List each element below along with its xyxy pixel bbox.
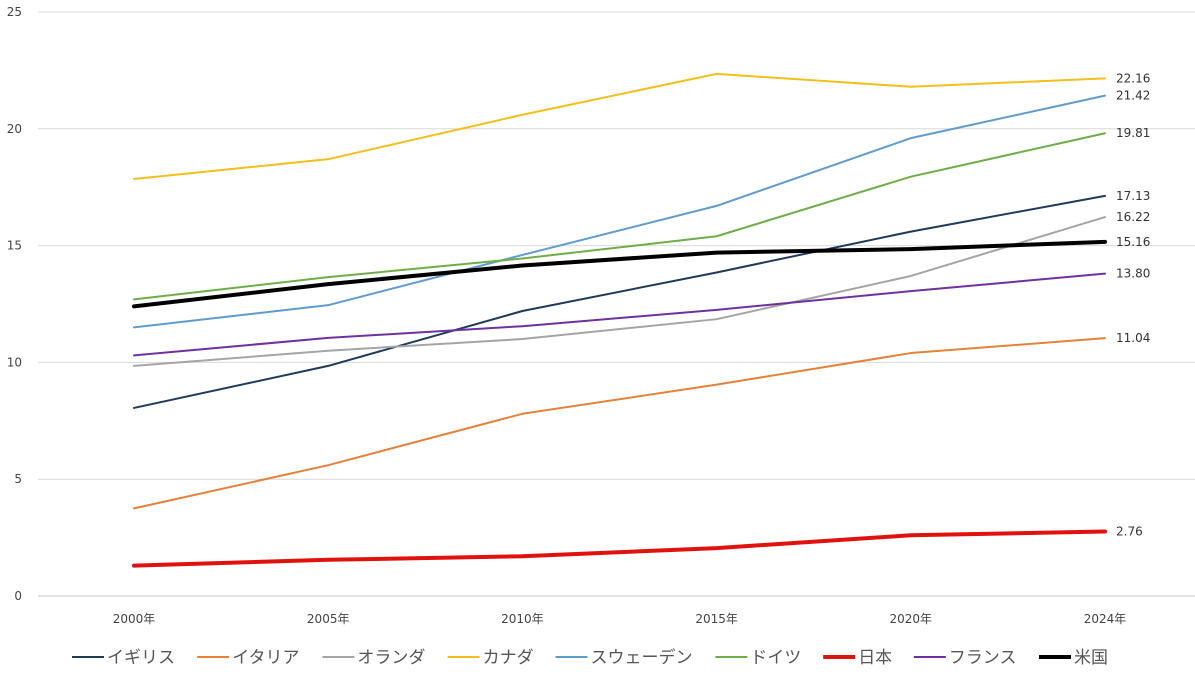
end-value-label: 17.13 — [1116, 189, 1150, 203]
legend: イギリス イタリア オランダ カナダ スウェーデン ドイツ 日本 フランス 米国 — [72, 647, 1108, 668]
end-value-label: 2.76 — [1116, 525, 1143, 539]
series-line-日本 — [132, 529, 1107, 568]
series-line-ドイツ — [133, 132, 1106, 301]
series-lines — [132, 72, 1107, 568]
series-line-スウェーデン — [133, 94, 1106, 329]
x-tick-label: 2010年 — [501, 612, 544, 626]
y-tick-label: 0 — [14, 589, 22, 603]
series-line-イギリス — [133, 194, 1106, 409]
legend-item[interactable]: ドイツ — [715, 648, 801, 668]
legend-label: イタリア — [232, 648, 299, 668]
legend-item[interactable]: 日本 — [823, 648, 892, 668]
end-value-label: 22.16 — [1116, 71, 1150, 85]
legend-item[interactable]: スウェーデン — [555, 647, 693, 668]
x-tick-label: 2005年 — [307, 612, 350, 626]
legend-label: 米国 — [1074, 648, 1108, 668]
end-value-label: 15.16 — [1116, 235, 1150, 249]
legend-label: スウェーデン — [591, 647, 693, 668]
x-tick-label: 2000年 — [113, 612, 156, 626]
series-line-カナダ — [133, 72, 1106, 181]
y-tick-label: 20 — [7, 122, 22, 136]
grid — [38, 11, 1195, 597]
end-value-label: 13.80 — [1116, 267, 1150, 281]
end-value-label: 19.81 — [1116, 126, 1150, 140]
legend-label: フランス — [949, 648, 1017, 668]
legend-item[interactable]: 米国 — [1039, 648, 1108, 668]
x-tick-label: 2020年 — [890, 612, 933, 626]
y-tick-label: 10 — [7, 355, 22, 369]
y-axis-ticks: 0 5 10 15 20 25 — [7, 5, 22, 603]
x-axis-ticks: 2000年 2005年 2010年 2015年 2020年 2024年 — [113, 612, 1127, 626]
series-line-オランダ — [133, 216, 1106, 367]
legend-item[interactable]: イギリス — [72, 648, 175, 668]
legend-item[interactable]: カナダ — [447, 648, 534, 668]
end-value-label: 21.42 — [1116, 89, 1150, 103]
y-tick-label: 5 — [14, 472, 22, 486]
legend-label: オランダ — [357, 648, 425, 668]
x-tick-label: 2015年 — [695, 612, 738, 626]
x-tick-label: 2024年 — [1084, 612, 1127, 626]
legend-item[interactable]: オランダ — [322, 648, 425, 668]
legend-label: ドイツ — [750, 648, 801, 668]
legend-item[interactable]: フランス — [913, 648, 1017, 668]
end-labels: 17.13 11.04 16.22 22.16 21.42 19.81 2.76 13.80 1… — [1116, 71, 1150, 538]
legend-label: イギリス — [107, 648, 175, 668]
series-line-米国 — [132, 239, 1107, 309]
legend-label: カナダ — [483, 648, 534, 668]
y-tick-label: 15 — [7, 239, 22, 253]
end-value-label: 16.22 — [1116, 210, 1150, 224]
series-line-イタリア — [133, 337, 1106, 510]
end-value-label: 11.04 — [1116, 331, 1150, 345]
y-tick-label: 25 — [7, 5, 22, 19]
legend-item[interactable]: イタリア — [197, 648, 300, 668]
series-line-フランス — [133, 272, 1106, 357]
legend-label: 日本 — [858, 648, 892, 668]
